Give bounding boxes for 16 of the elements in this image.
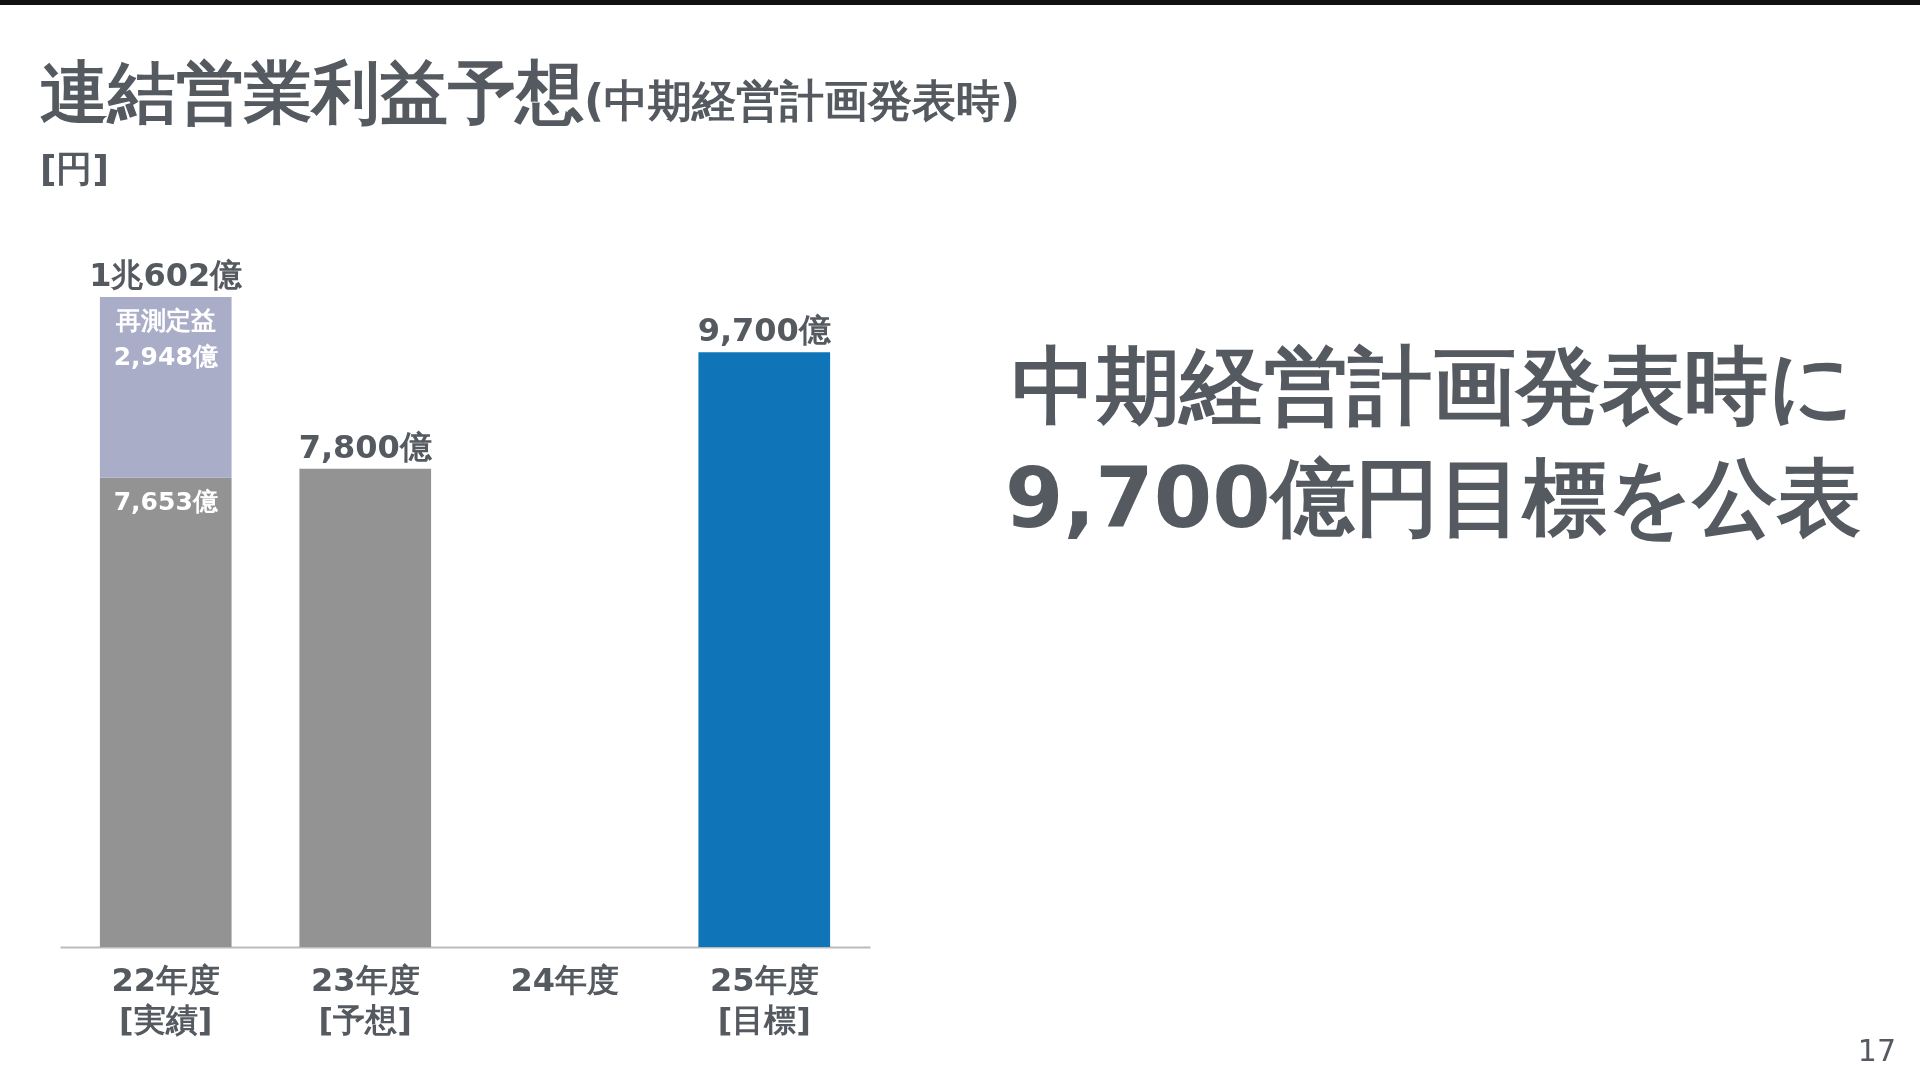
text: 中期経営計画発表時に 9,700億円目標を公表 [1005, 336, 1861, 549]
data-label: 7,800億 [298, 427, 433, 466]
data-label: 9,700億 [697, 311, 832, 350]
total-label: 1兆602億 [89, 256, 244, 294]
chart-title: 連結営業利益予想(中期経営計画発表時) [40, 52, 1021, 134]
text: 17 [1857, 1033, 1896, 1068]
y-axis-title: [円] [40, 147, 109, 191]
data-label: 再測定益 2,948億 [113, 306, 219, 371]
bar [698, 352, 831, 947]
x-tick-label: 22年度 [実績] [111, 960, 220, 1039]
bar [99, 477, 232, 947]
x-tick-label: 23年度 [予想] [310, 960, 420, 1039]
x-tick-label: 25年度 [目標] [710, 960, 819, 1039]
bar [299, 468, 432, 947]
x-tick-label: 24年度 [510, 960, 620, 999]
data-label: 7,653億 [113, 486, 219, 516]
